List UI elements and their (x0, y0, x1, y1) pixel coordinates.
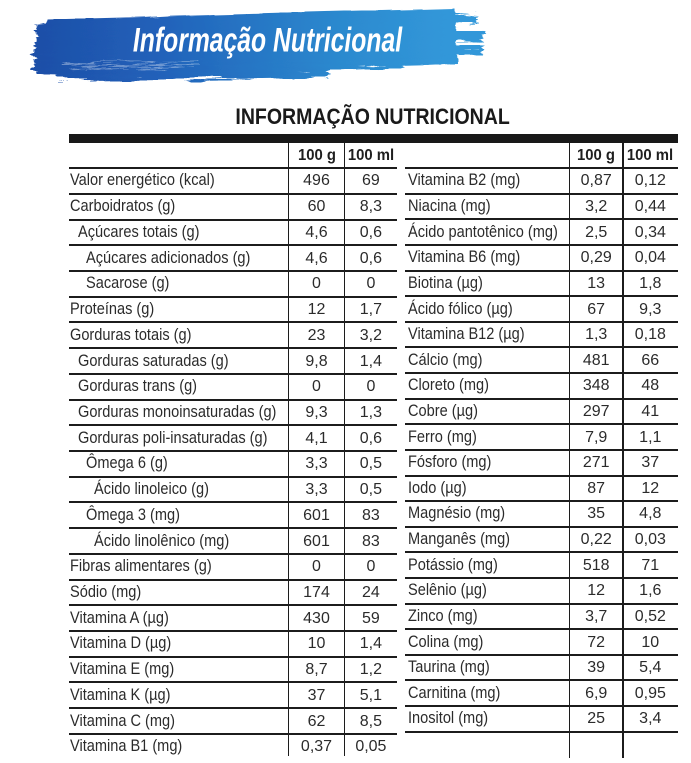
svg-text:Informação Nutricional: Informação Nutricional (133, 22, 403, 60)
